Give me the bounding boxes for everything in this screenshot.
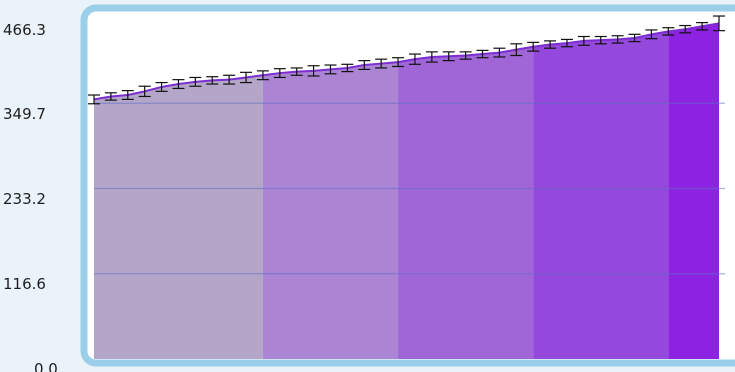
y-tick-label: 116.6 [3,275,46,293]
area-band [398,46,534,359]
series-line [93,22,720,101]
area-band [262,62,399,360]
y-tick-label: 349.7 [3,105,46,123]
area-band [668,23,719,359]
area-band [94,75,263,359]
y-axis-tick-labels: 466.3 349.7 233.2 116.6 0.0 [3,21,58,372]
y-tick-label: 466.3 [3,21,46,39]
y-tick-label: 0.0 [34,360,58,372]
area-band [533,31,669,359]
y-tick-label: 233.2 [3,190,46,208]
plot-area [88,15,725,360]
